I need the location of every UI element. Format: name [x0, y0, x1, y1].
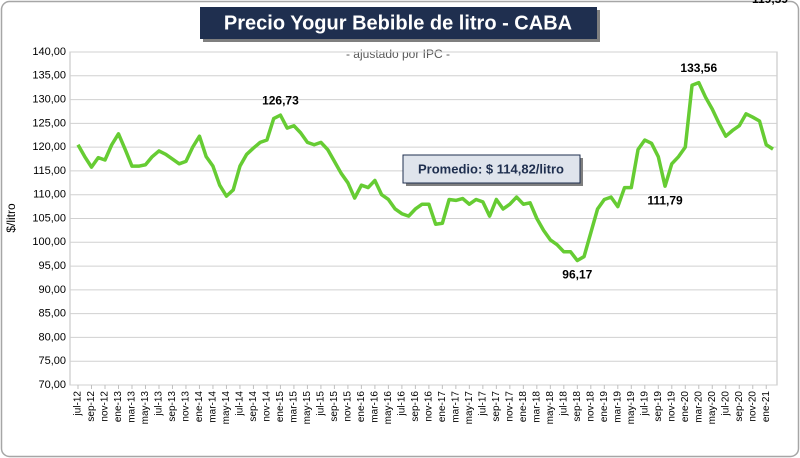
x-tick-label: sep-19 — [653, 391, 664, 422]
chart-title: Precio Yogur Bebible de litro - CABA — [224, 12, 572, 34]
x-tick-label: nov-16 — [424, 391, 435, 422]
y-tick-label: 100,00 — [32, 236, 66, 248]
x-tick-label: nov-13 — [181, 391, 192, 422]
x-tick-label: ene-13 — [113, 391, 124, 423]
y-tick-label: 135,00 — [32, 70, 66, 82]
x-tick-label: nov-20 — [747, 391, 758, 422]
x-tick-label: sep-14 — [248, 391, 259, 422]
data-label: 119,59 — [752, 0, 788, 6]
x-tick-label: mar-13 — [127, 391, 138, 423]
x-tick-label: mar-14 — [208, 391, 219, 423]
title-box — [200, 7, 597, 39]
x-tick-label: ene-14 — [194, 391, 205, 423]
x-tick-label: ene-20 — [680, 391, 691, 423]
y-axis-label: $/litro — [4, 203, 18, 233]
x-tick-label: mar-16 — [370, 391, 381, 423]
y-tick-label: 110,00 — [33, 189, 66, 201]
x-tick-label: may-18 — [545, 391, 556, 425]
x-tick-label: nov-12 — [100, 391, 111, 422]
x-tick-label: sep-16 — [410, 391, 421, 422]
y-tick-label: 75,00 — [38, 355, 66, 367]
x-tick-label: ene-19 — [599, 391, 610, 423]
x-tick-label: ene-18 — [518, 391, 529, 423]
y-tick-label: 125,00 — [32, 117, 66, 129]
chart-subtitle: - ajustado por IPC - — [346, 47, 450, 61]
x-tick-label: nov-19 — [666, 391, 677, 422]
x-tick-label: jul-13 — [154, 391, 165, 417]
x-tick-label: sep-20 — [734, 391, 745, 422]
x-tick-label: mar-15 — [289, 391, 300, 423]
x-tick-label: may-16 — [383, 391, 394, 425]
x-tick-label: sep-12 — [86, 391, 97, 422]
y-tick-label: 130,00 — [32, 93, 66, 105]
x-tick-label: nov-14 — [262, 391, 273, 422]
y-tick-label: 115,00 — [33, 165, 66, 177]
x-tick-label: sep-17 — [491, 391, 502, 422]
x-tick-label: jul-20 — [720, 391, 731, 417]
y-tick-label: 120,00 — [32, 141, 66, 153]
x-tick-label: sep-15 — [329, 391, 340, 422]
y-tick-label: 90,00 — [38, 284, 66, 296]
x-tick-label: mar-19 — [612, 391, 623, 423]
x-tick-label: may-20 — [707, 391, 718, 425]
data-label: 126,73 — [262, 93, 299, 107]
x-tick-label: sep-13 — [167, 391, 178, 422]
y-tick-label: 105,00 — [32, 212, 66, 224]
x-tick-label: mar-20 — [693, 391, 704, 423]
x-tick-label: ene-21 — [761, 391, 772, 423]
x-tick-label: mar-17 — [451, 391, 462, 423]
x-tick-label: jul-12 — [73, 391, 84, 417]
x-tick-label: jul-14 — [235, 391, 246, 417]
data-label: 133,56 — [680, 61, 717, 75]
y-tick-label: 80,00 — [38, 331, 66, 343]
data-label: 111,79 — [647, 193, 683, 207]
x-tick-label: jul-16 — [397, 391, 408, 417]
annotation-box — [402, 154, 581, 184]
y-tick-label: 70,00 — [38, 379, 66, 391]
x-tick-label: jul-15 — [316, 391, 327, 417]
x-tick-label: may-17 — [464, 391, 475, 425]
x-tick-label: jul-17 — [477, 391, 488, 417]
y-tick-label: 95,00 — [38, 260, 66, 272]
x-tick-label: may-14 — [221, 391, 232, 425]
x-tick-label: may-13 — [140, 391, 151, 425]
x-tick-label: jul-18 — [558, 391, 569, 417]
x-tick-label: ene-17 — [437, 391, 448, 423]
x-tick-label: nov-17 — [504, 391, 515, 422]
y-tick-label: 85,00 — [38, 308, 66, 320]
x-tick-label: nov-18 — [585, 391, 596, 422]
line-series — [76, 80, 774, 263]
x-tick-label: may-19 — [626, 391, 637, 425]
x-tick-label: nov-15 — [343, 391, 354, 422]
y-tick-label: 140,00 — [32, 46, 66, 58]
x-tick-label: jul-19 — [639, 391, 650, 417]
x-tick-label: sep-18 — [572, 391, 583, 422]
x-tick-label: mar-18 — [531, 391, 542, 423]
data-label: 96,17 — [562, 268, 592, 282]
annotation: Promedio: $ 114,82/litro — [418, 161, 564, 176]
x-tick-label: ene-15 — [275, 391, 286, 423]
x-tick-label: may-15 — [302, 391, 313, 425]
x-tick-label: ene-16 — [356, 391, 367, 423]
